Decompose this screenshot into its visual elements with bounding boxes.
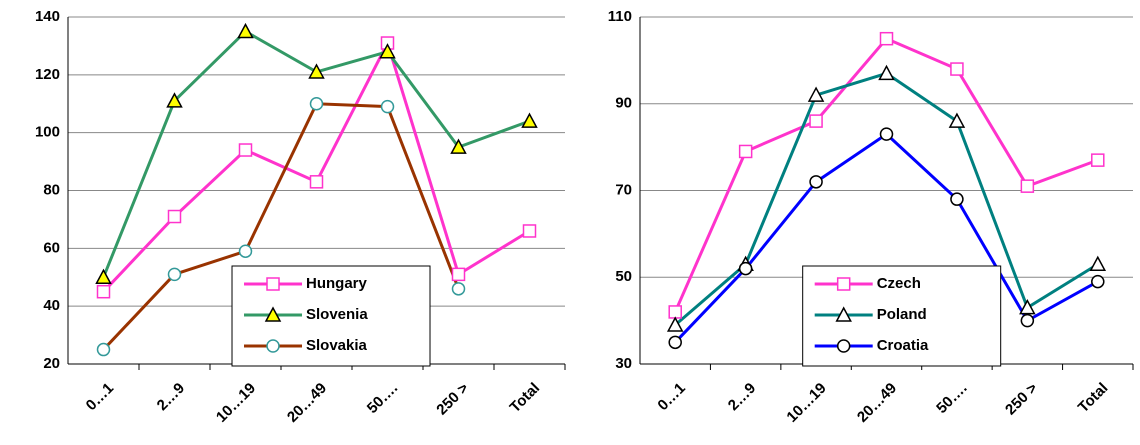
y-tick-label: 80 xyxy=(43,181,60,198)
marker xyxy=(666,316,684,332)
x-tick-label: 50…. xyxy=(364,380,401,417)
y-tick-label: 100 xyxy=(35,124,60,141)
marker xyxy=(96,342,111,357)
x-tick-label: 250 > xyxy=(433,379,472,418)
marker xyxy=(379,43,396,59)
x-tick-label: 10…19 xyxy=(213,380,259,426)
x-tick-label: 50…. xyxy=(933,380,970,417)
x-tick-label: Total xyxy=(1075,380,1112,417)
marker xyxy=(950,192,964,206)
marker xyxy=(238,143,253,157)
y-tick-label: 120 xyxy=(35,66,60,83)
series-line xyxy=(102,102,460,351)
marker xyxy=(738,144,753,159)
y-tick-label: 40 xyxy=(43,297,60,314)
x-tick-label: 2…9 xyxy=(725,380,759,414)
y-tick-label: 90 xyxy=(615,95,632,112)
marker xyxy=(809,175,823,189)
marker xyxy=(835,306,852,322)
x-tick-label: 250 > xyxy=(1002,379,1041,418)
marker xyxy=(264,306,282,322)
y-tick-label: 20 xyxy=(43,355,60,372)
x-tick-label: 20…49 xyxy=(284,380,330,426)
marker xyxy=(167,267,182,282)
marker xyxy=(522,224,537,238)
marker xyxy=(738,261,753,276)
marker xyxy=(836,339,851,353)
x-tick-label: 2…9 xyxy=(154,380,188,414)
marker xyxy=(807,86,825,102)
marker xyxy=(237,22,254,39)
marker xyxy=(238,244,253,258)
marker xyxy=(950,62,964,76)
marker xyxy=(1019,299,1036,315)
marker xyxy=(309,97,324,111)
marker xyxy=(1020,179,1035,193)
marker xyxy=(167,209,182,224)
marker xyxy=(1089,255,1107,271)
y-tick-label: 60 xyxy=(43,239,60,256)
y-tick-label: 70 xyxy=(615,181,632,198)
marker xyxy=(266,339,280,353)
marker xyxy=(1091,153,1105,167)
legend-label: Slovakia xyxy=(306,337,368,354)
y-tick-label: 50 xyxy=(615,268,632,285)
marker xyxy=(95,268,112,284)
marker xyxy=(1020,313,1035,328)
marker xyxy=(878,64,895,81)
marker xyxy=(266,277,280,291)
marker xyxy=(668,335,682,350)
y-tick-label: 110 xyxy=(608,8,632,25)
marker xyxy=(308,63,325,79)
marker xyxy=(836,277,851,291)
marker xyxy=(521,112,538,128)
marker xyxy=(309,175,324,189)
legend-label: Hungary xyxy=(306,275,368,292)
marker xyxy=(166,92,183,108)
legend-label: Poland xyxy=(877,306,927,323)
marker xyxy=(809,114,823,128)
marker xyxy=(451,282,466,296)
marker xyxy=(380,99,395,114)
marker xyxy=(879,31,894,46)
y-tick-label: 140 xyxy=(35,8,60,25)
marker xyxy=(450,138,467,154)
marker xyxy=(668,305,682,319)
legend-label: Slovenia xyxy=(306,306,368,323)
series-line xyxy=(102,39,531,293)
y-tick-label: 30 xyxy=(615,355,632,372)
legend-label: Czech xyxy=(877,275,921,292)
x-tick-label: 10…19 xyxy=(783,380,829,426)
x-tick-label: 20…49 xyxy=(854,380,900,426)
x-tick-label: Total xyxy=(507,380,544,417)
marker xyxy=(948,112,966,128)
marker xyxy=(451,267,466,282)
x-tick-label: 0…1 xyxy=(83,380,117,414)
marker xyxy=(96,284,111,299)
marker xyxy=(1091,274,1105,289)
legend-label: Croatia xyxy=(877,337,929,354)
marker xyxy=(879,127,894,141)
x-tick-label: 0…1 xyxy=(654,380,688,414)
